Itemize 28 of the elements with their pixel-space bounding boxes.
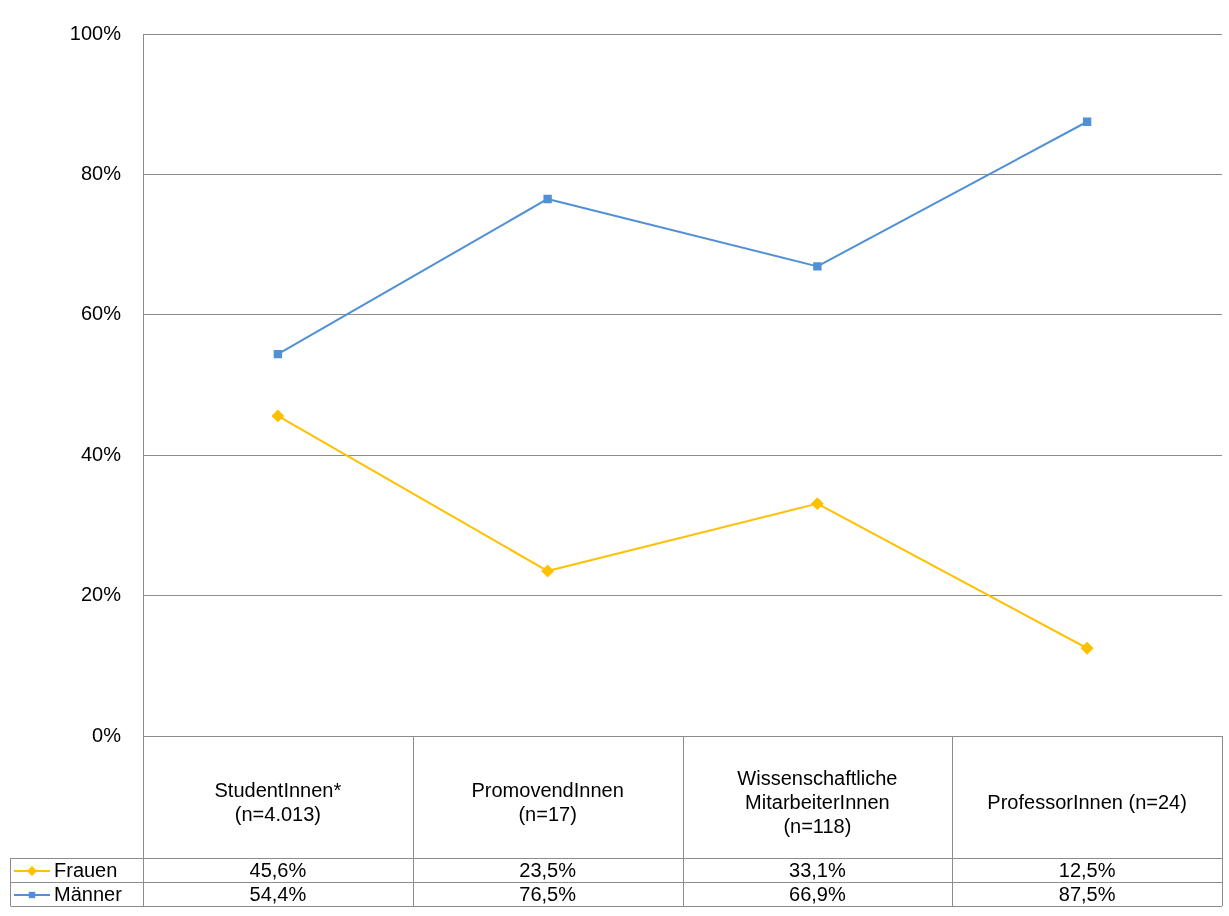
x-tick-label: PromovendInnen (n=17) (471, 778, 624, 825)
point (543, 194, 552, 204)
point (811, 497, 824, 510)
y-tick-label: 0% (92, 723, 122, 746)
point (1082, 117, 1092, 126)
data-label: 45,6% (249, 858, 307, 881)
y-tick-label: 20% (80, 583, 122, 606)
point (813, 262, 822, 271)
point (273, 349, 283, 359)
data-label: 87,5% (1058, 882, 1116, 905)
x-tick-label: StudentInnen* (n=4.013) (214, 778, 342, 825)
legend-label: Männer (54, 882, 123, 905)
legend-label: Frauen (54, 858, 118, 881)
data-label: 66,9% (789, 882, 846, 905)
y-tick-label: 100% (69, 21, 122, 44)
data-label: 12,5% (1058, 858, 1116, 881)
data-label: 76,5% (519, 882, 577, 905)
x-tick-label: Wissenschaftliche MitarbeiterInnen (n=118) (737, 766, 898, 837)
data-label: 23,5% (519, 858, 577, 881)
data-label: 54,4% (249, 882, 307, 905)
x-tick-label: ProfessorInnen (n=24) (987, 790, 1187, 813)
y-tick-label: 40% (80, 442, 122, 465)
point (541, 565, 554, 578)
data-label: 33,1% (789, 858, 846, 881)
point (271, 409, 284, 422)
y-tick-label: 60% (80, 302, 122, 325)
point (1081, 642, 1094, 655)
y-tick-label: 80% (80, 161, 122, 184)
